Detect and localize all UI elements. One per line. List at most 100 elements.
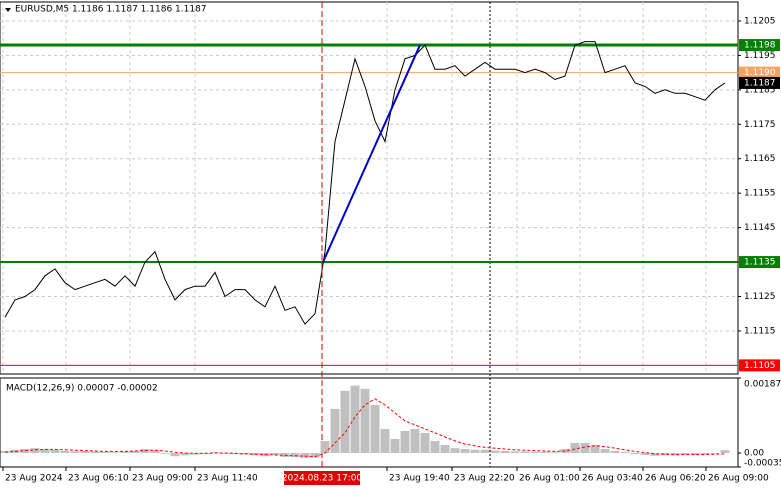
level-label: 1.1190 [744, 68, 776, 78]
crosshair-label-box [284, 471, 360, 485]
macd-y-tick-label: -0.00035 [744, 459, 781, 469]
macd-bar [500, 450, 510, 453]
macd-bar [720, 450, 730, 453]
macd-bar [610, 450, 620, 453]
x-tick-label: 23 Aug 22:20 [454, 474, 515, 484]
macd-bar [700, 452, 710, 455]
x-tick-label: 26 Aug 03:40 [582, 474, 643, 484]
level-label-box [739, 66, 780, 79]
macd-bar [690, 452, 700, 455]
macd-bar [370, 404, 380, 453]
macd-bar [490, 450, 500, 453]
macd-bar [630, 452, 640, 455]
macd-bar [480, 449, 490, 453]
macd-bar [50, 449, 60, 453]
macd-bar [530, 451, 540, 453]
macd-bar [110, 452, 120, 453]
macd-bar [390, 438, 400, 453]
macd-bar [290, 452, 300, 457]
level-label-box [739, 39, 780, 52]
y-tick-label: 1.1175 [744, 120, 776, 130]
macd-bar [550, 452, 560, 453]
macd-bar [150, 449, 160, 453]
macd-bar [130, 450, 140, 453]
y-tick-label: 1.1145 [744, 223, 776, 233]
y-tick-label: 1.1195 [744, 51, 776, 61]
macd-bar [590, 444, 600, 453]
y-tick-label: 1.1125 [744, 292, 776, 302]
macd-bar [40, 448, 50, 453]
current-price-label: 1.1187 [744, 78, 776, 88]
y-tick-label: 1.1205 [744, 16, 776, 26]
macd-bar [320, 440, 330, 453]
level-label-box [739, 359, 780, 372]
macd-bar [90, 451, 100, 453]
y-tick-label: 1.1115 [744, 326, 776, 336]
macd-bar [340, 390, 350, 453]
x-tick-label: 23 Aug 11:40 [197, 474, 258, 484]
macd-bar [380, 428, 390, 453]
macd-bar [580, 442, 590, 453]
level-label-box [739, 256, 780, 269]
macd-panel-frame [0, 377, 739, 468]
macd-bar [540, 451, 550, 453]
current-price-box [739, 76, 780, 89]
x-tick-label: 23 Aug 2024 [5, 474, 63, 484]
price-line [4, 41, 726, 325]
macd-bar [570, 442, 580, 453]
macd-bar [70, 451, 80, 453]
macd-bar [520, 451, 530, 453]
macd-bar [660, 452, 670, 456]
y-tick-label: 1.1185 [744, 85, 776, 95]
y-tick-label: 1.1165 [744, 154, 776, 164]
macd-bar [100, 451, 110, 453]
menu-arrow [5, 8, 11, 12]
macd-bar [600, 448, 610, 453]
macd-bar [430, 440, 440, 453]
x-tick-label: 26 Aug 06:20 [645, 474, 706, 484]
trendline [322, 44, 421, 263]
crosshair-label: 2024.08.23 17:00 [282, 474, 363, 484]
level-label: 1.1135 [744, 258, 776, 268]
main-panel-frame [0, 1, 739, 375]
macd-bar [310, 452, 320, 458]
x-tick-label: 23 Aug 09:00 [132, 474, 193, 484]
macd-y-tick-label: 0.00187 [744, 380, 781, 390]
macd-bar [640, 452, 650, 455]
macd-bar [270, 452, 280, 455]
macd-bar [410, 428, 420, 453]
macd-bar [460, 448, 470, 453]
macd-bar [300, 452, 310, 458]
macd-bar [680, 452, 690, 455]
x-tick-label: 23 Aug 06:10 [68, 474, 129, 484]
macd-y-tick-label: 0.00 [744, 448, 764, 458]
macd-bar [510, 451, 520, 453]
x-tick-label: 26 Aug 09:00 [708, 474, 769, 484]
macd-title: MACD(12,26,9) 0.00007 -0.00002 [6, 384, 158, 394]
y-tick-label: 1.1155 [744, 189, 776, 199]
macd-bar [670, 452, 680, 456]
level-label: 1.1105 [744, 361, 776, 371]
macd-bar [80, 450, 90, 453]
macd-bar [470, 449, 480, 453]
macd-bar [650, 452, 660, 456]
x-tick-label: 23 Aug 19:40 [389, 474, 450, 484]
macd-bar [620, 451, 630, 453]
macd-bar [440, 444, 450, 453]
macd-bar [120, 451, 130, 453]
macd-bar [180, 452, 190, 456]
macd-bar [400, 430, 410, 453]
macd-bar [160, 452, 170, 454]
macd-bar [350, 385, 360, 453]
macd-bar [450, 448, 460, 453]
macd-bar [330, 408, 340, 453]
macd-bar [710, 452, 720, 454]
level-label: 1.1198 [744, 41, 776, 51]
macd-bar [420, 432, 430, 453]
macd-signal-line [4, 398, 726, 458]
macd-bar [170, 452, 180, 457]
macd-bar [60, 450, 70, 453]
chart-title: EURUSD,M5 1.1186 1.1187 1.1186 1.1187 [15, 5, 207, 15]
